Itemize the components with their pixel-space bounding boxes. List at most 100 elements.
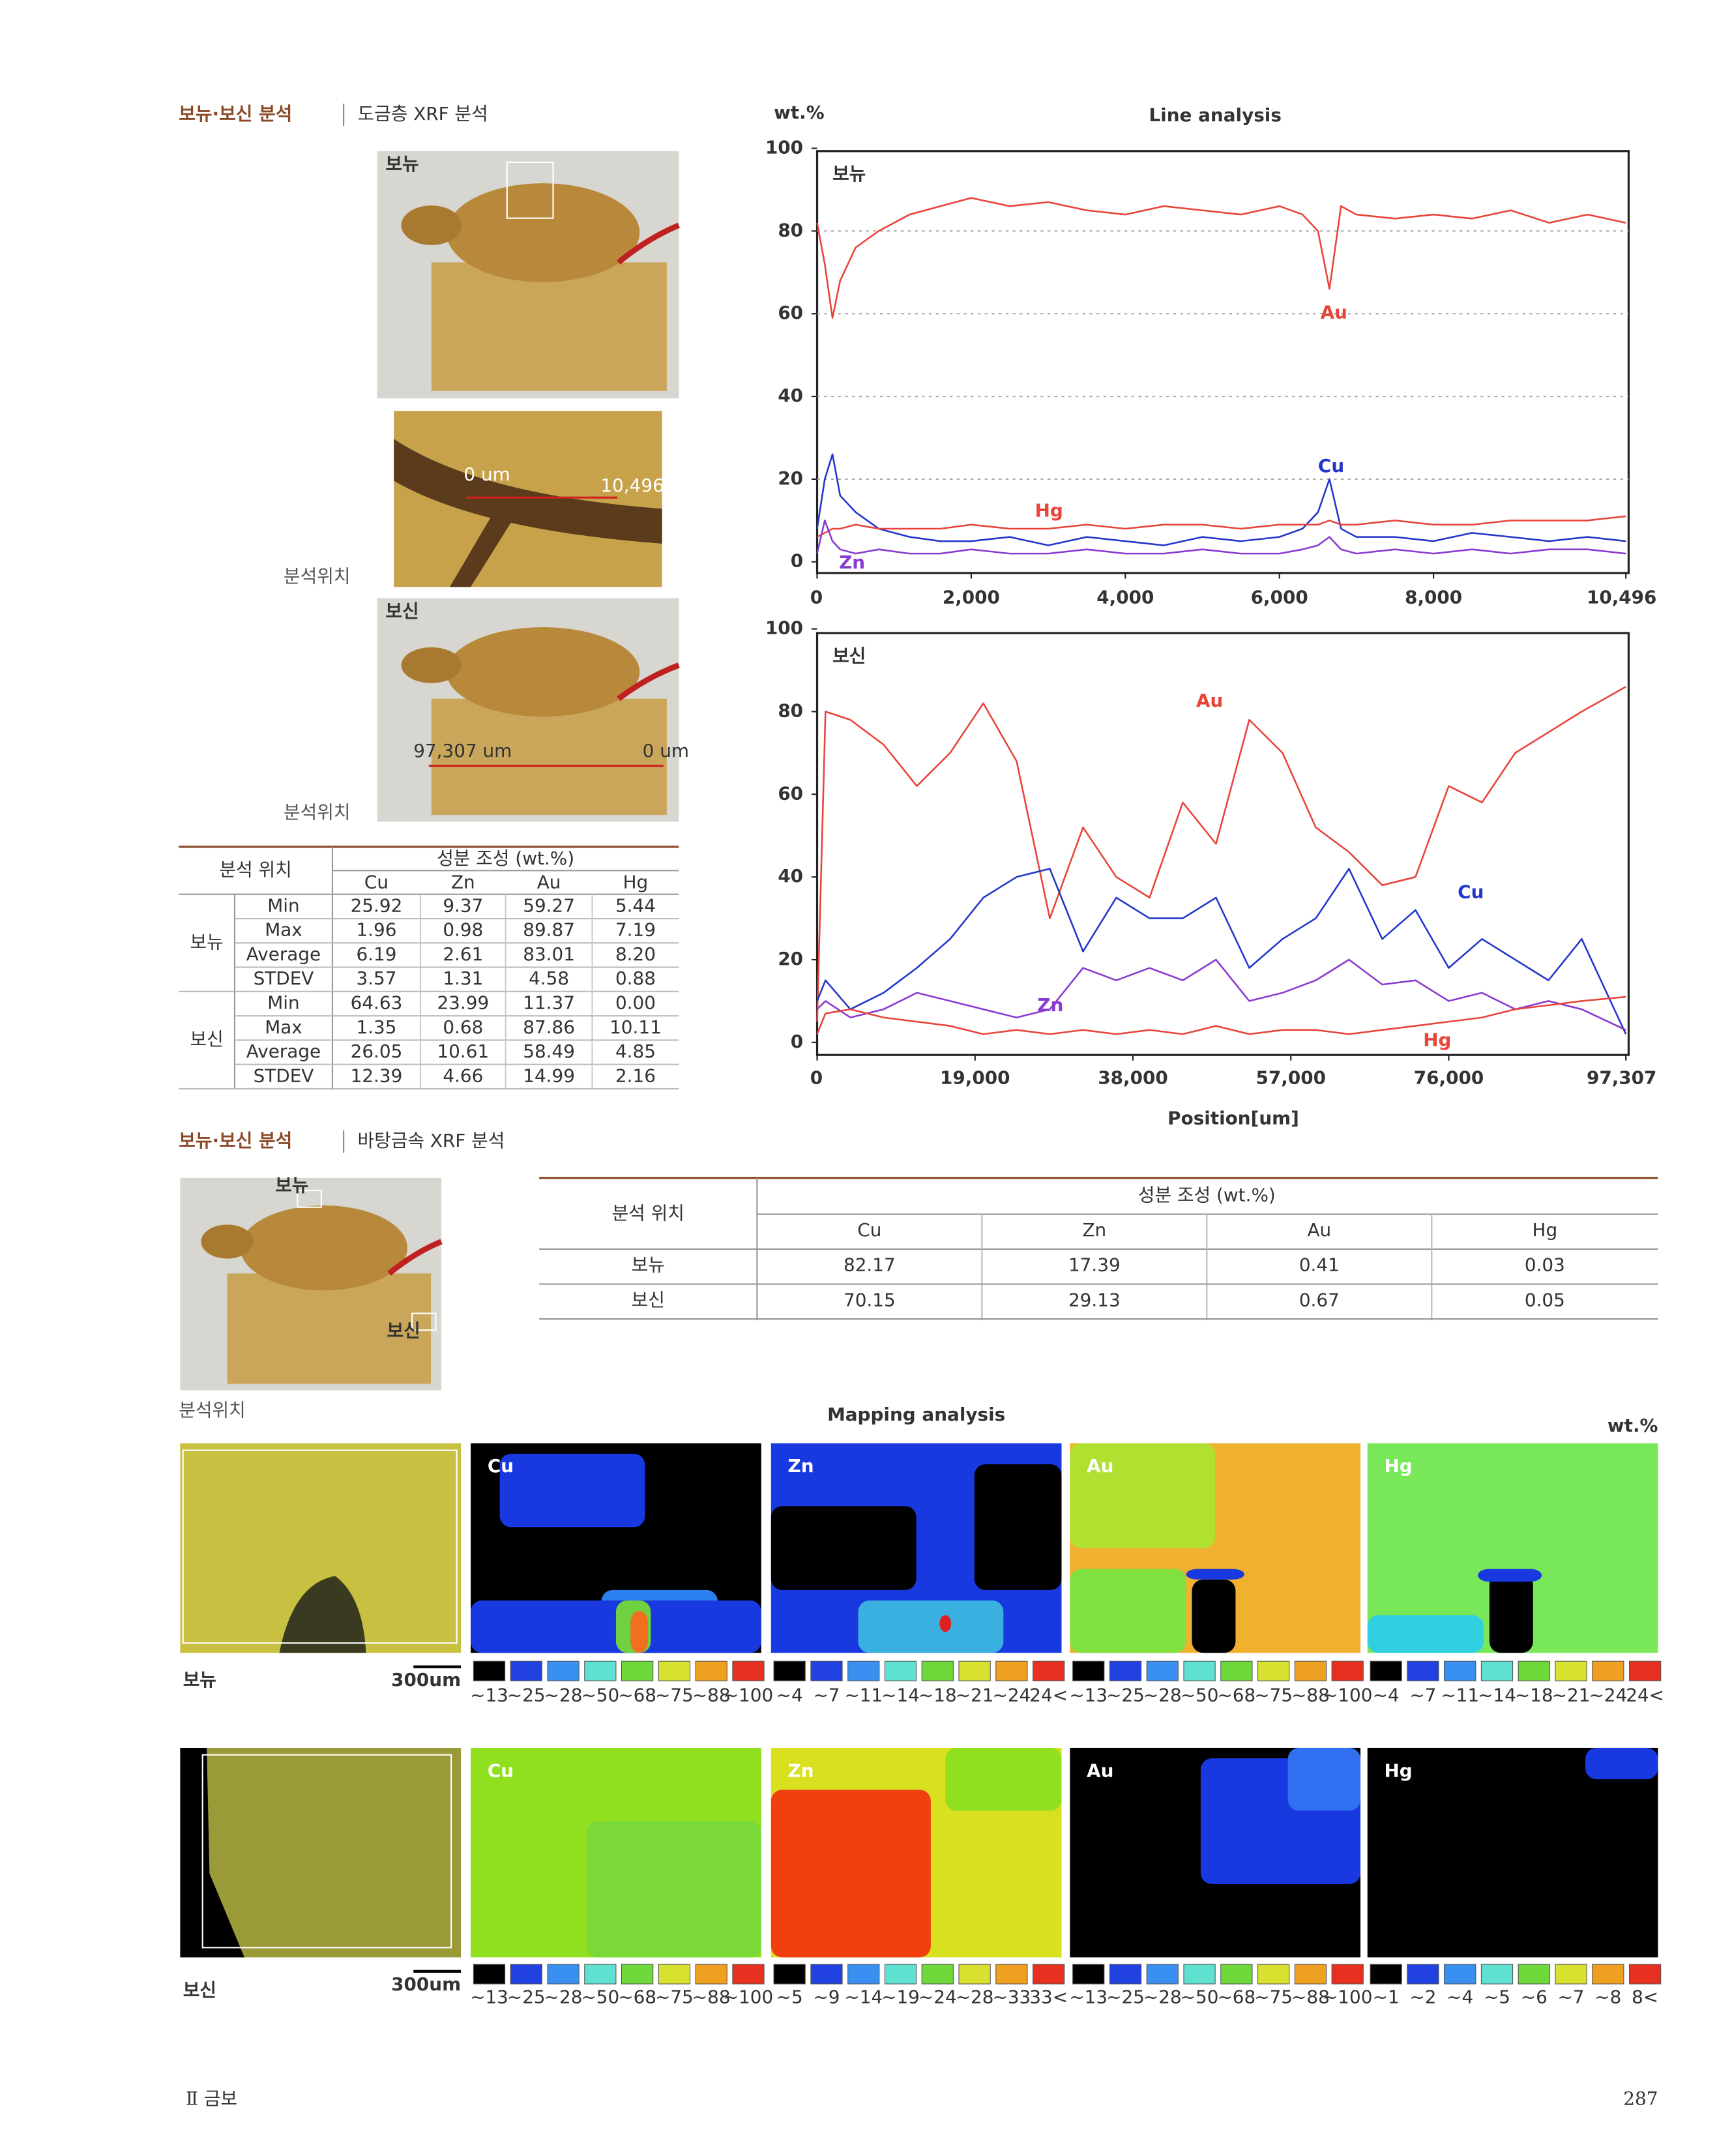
- y-tick-label: 100: [765, 617, 803, 639]
- legend-swatch: [773, 1964, 806, 1985]
- map-element: Zn: [788, 1760, 814, 1781]
- table-label: 보신: [632, 1289, 665, 1310]
- table-cell: 17.39: [1068, 1254, 1121, 1276]
- map-region: [587, 1821, 761, 1958]
- legend-swatch: [1033, 1661, 1065, 1681]
- table-cell: 2.16: [615, 1065, 656, 1086]
- x-tick-label: 10,496: [1587, 586, 1656, 608]
- map-region: [1070, 1569, 1186, 1653]
- table-cell: 89.87: [523, 919, 575, 941]
- table-stat: Max: [265, 1016, 302, 1038]
- legend-label: ~5: [776, 1986, 803, 2007]
- scale-label: 300um: [391, 1669, 461, 1691]
- footer-section: Ⅱ 금보: [186, 2088, 237, 2109]
- micrograph-detail: [279, 1576, 366, 1653]
- data-line: [816, 958, 1626, 1031]
- legend-label: ~2: [1409, 1986, 1436, 2007]
- map-element: Hg: [1384, 1760, 1412, 1781]
- micrograph-detail: [180, 1747, 244, 1958]
- legend-label: ~68: [618, 1685, 656, 1706]
- legend-swatch: [921, 1661, 954, 1681]
- legend-swatch: [847, 1964, 880, 1985]
- photo-turtle: [240, 1205, 408, 1291]
- legend-label: ~13: [470, 1986, 508, 2007]
- table-cell: 7.19: [615, 919, 656, 941]
- legend-label: ~28: [544, 1685, 583, 1706]
- scale-label: 300um: [391, 1973, 461, 1995]
- legend-label: ~68: [618, 1986, 656, 2007]
- table-label: 보뉴: [632, 1254, 665, 1276]
- map-region: [1192, 1579, 1236, 1653]
- legend-label: ~11: [1441, 1685, 1479, 1706]
- legend-label: ~25: [1106, 1986, 1145, 2007]
- table-stat: Average: [246, 1041, 321, 1062]
- legend-swatch: [847, 1661, 880, 1681]
- legend-label: ~13: [1069, 1685, 1108, 1706]
- legend-label: ~4: [1446, 1986, 1473, 2007]
- legend-swatch: [1220, 1964, 1253, 1985]
- legend-label: ~88: [692, 1685, 731, 1706]
- legend-swatch: [1628, 1964, 1662, 1985]
- table-cell: 9.37: [443, 894, 483, 916]
- legend-label: ~24: [1589, 1685, 1627, 1706]
- series-label: Cu: [1318, 455, 1344, 477]
- table-cell: 0.98: [443, 919, 483, 941]
- map-region: [771, 1506, 917, 1590]
- legend-swatch: [1444, 1964, 1476, 1985]
- photo-base: [431, 262, 667, 391]
- data-line: [816, 453, 1626, 546]
- y-tick-label: 80: [778, 700, 803, 721]
- map-region: [945, 1747, 1062, 1811]
- table-cell: 4.85: [615, 1041, 656, 1062]
- table-stat: Min: [267, 894, 299, 916]
- legend-label: ~7: [1409, 1685, 1436, 1706]
- map-region: [499, 1453, 645, 1528]
- legend-label: ~21: [956, 1685, 994, 1706]
- x-tick-label: 76,000: [1414, 1067, 1484, 1089]
- legend-label: ~21: [1552, 1685, 1591, 1706]
- map-region: [1070, 1443, 1216, 1548]
- photo-marker: [297, 1189, 322, 1208]
- legend-swatch: [695, 1964, 727, 1985]
- legend-swatch: [1407, 1661, 1439, 1681]
- map-region: [471, 1600, 761, 1653]
- legend-label: ~88: [692, 1986, 731, 2007]
- row-label: 보신: [183, 1979, 216, 2001]
- legend-swatch: [958, 1661, 991, 1681]
- table-header: Au: [537, 872, 561, 893]
- x-tick-label: 0: [810, 1067, 823, 1089]
- map-region: [939, 1615, 952, 1632]
- legend-label: ~1: [1373, 1986, 1400, 2007]
- series-label: Hg: [1035, 500, 1063, 522]
- table-stat: Min: [267, 992, 299, 1014]
- legend-label: ~75: [655, 1685, 694, 1706]
- legend-label: ~9: [813, 1986, 840, 2007]
- y-tick-label: 40: [778, 385, 803, 406]
- photo-tag: 보신: [385, 600, 418, 622]
- legend-label: ~5: [1484, 1986, 1510, 2007]
- table-cell: 70.15: [844, 1289, 896, 1310]
- legend-label: ~7: [1558, 1986, 1585, 2007]
- panel-label: 보뉴: [832, 163, 866, 185]
- series-label: Zn: [1037, 994, 1063, 1016]
- legend-label: ~88: [1291, 1685, 1330, 1706]
- photo-tag: 보뉴: [385, 153, 418, 175]
- table-cell: 2.61: [443, 943, 483, 965]
- table-cell: 29.13: [1068, 1289, 1121, 1310]
- legend-label: ~24: [992, 1685, 1031, 1706]
- legend-swatch: [1146, 1661, 1179, 1681]
- x-tick-label: 97,307: [1587, 1067, 1656, 1089]
- table-cell: 0.67: [1299, 1289, 1340, 1310]
- data-line: [816, 996, 1626, 1035]
- legend-swatch: [810, 1661, 843, 1681]
- table-cell: 0.68: [443, 1016, 483, 1038]
- table-header: Hg: [623, 872, 649, 893]
- legend-swatch: [1257, 1964, 1290, 1985]
- legend-swatch: [584, 1964, 617, 1985]
- table-cell: 0.03: [1525, 1254, 1565, 1276]
- legend-label: ~4: [776, 1685, 803, 1706]
- legend-swatch: [621, 1964, 654, 1985]
- legend-swatch: [1109, 1661, 1142, 1681]
- table-cell: 6.19: [356, 943, 396, 965]
- legend-swatch: [810, 1964, 843, 1985]
